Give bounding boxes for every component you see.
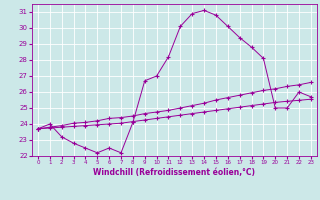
X-axis label: Windchill (Refroidissement éolien,°C): Windchill (Refroidissement éolien,°C) bbox=[93, 168, 255, 177]
